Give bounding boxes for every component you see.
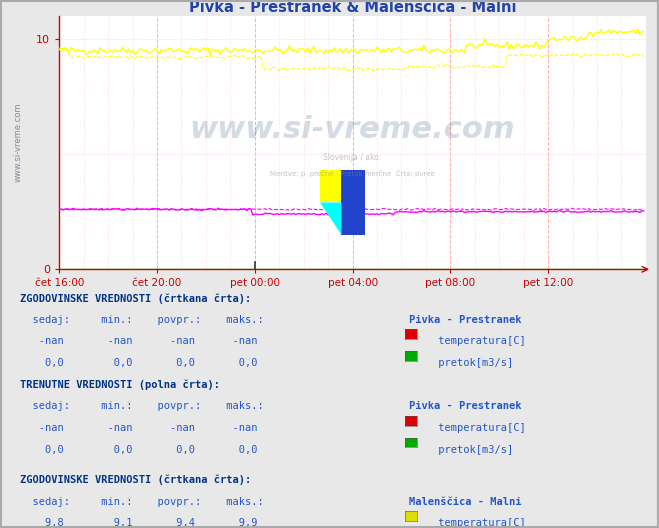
Bar <box>320 170 341 202</box>
Text: www.si-vreme.com: www.si-vreme.com <box>190 116 515 144</box>
Text: temperatura[C]: temperatura[C] <box>432 336 525 346</box>
Text: -nan       -nan      -nan      -nan: -nan -nan -nan -nan <box>20 336 257 346</box>
Bar <box>341 170 365 235</box>
Polygon shape <box>320 202 341 235</box>
Text: www.si-vreme.com: www.si-vreme.com <box>14 103 23 182</box>
Text: 0,0        0,0       0,0       0,0: 0,0 0,0 0,0 0,0 <box>20 445 257 455</box>
Text: pretok[m3/s]: pretok[m3/s] <box>432 445 513 455</box>
Text: Meritve: p  prečne   Pretok merčne  Črta: pvree: Meritve: p prečne Pretok merčne Črta: pv… <box>270 169 435 177</box>
Text: sedaj:     min.:    povpr.:    maks.:: sedaj: min.: povpr.: maks.: <box>20 496 264 506</box>
Text: temperatura[C]: temperatura[C] <box>432 423 525 433</box>
Text: Pivka - Prestranek: Pivka - Prestranek <box>409 315 521 325</box>
Title: Pivka - Prestranek & Malenščica - Malni: Pivka - Prestranek & Malenščica - Malni <box>189 0 516 15</box>
Text: pretok[m3/s]: pretok[m3/s] <box>432 358 513 368</box>
Text: Malenščica - Malni: Malenščica - Malni <box>409 496 521 506</box>
Text: 0,0        0,0       0,0       0,0: 0,0 0,0 0,0 0,0 <box>20 358 257 368</box>
Text: Pivka - Prestranek: Pivka - Prestranek <box>409 401 521 411</box>
Text: ZGODOVINSKE VREDNOSTI (črtkana črta):: ZGODOVINSKE VREDNOSTI (črtkana črta): <box>20 293 251 304</box>
Text: Slovenija / ako:: Slovenija / ako: <box>324 153 382 162</box>
Text: TRENUTNE VREDNOSTI (polna črta):: TRENUTNE VREDNOSTI (polna črta): <box>20 380 219 390</box>
Text: sedaj:     min.:    povpr.:    maks.:: sedaj: min.: povpr.: maks.: <box>20 315 264 325</box>
Text: temperatura[C]: temperatura[C] <box>432 518 525 528</box>
Text: ZGODOVINSKE VREDNOSTI (črtkana črta):: ZGODOVINSKE VREDNOSTI (črtkana črta): <box>20 475 251 485</box>
Text: -nan       -nan      -nan      -nan: -nan -nan -nan -nan <box>20 423 257 433</box>
Text: sedaj:     min.:    povpr.:    maks.:: sedaj: min.: povpr.: maks.: <box>20 401 264 411</box>
Text: 9,8        9,1       9,4       9,9: 9,8 9,1 9,4 9,9 <box>20 518 257 528</box>
